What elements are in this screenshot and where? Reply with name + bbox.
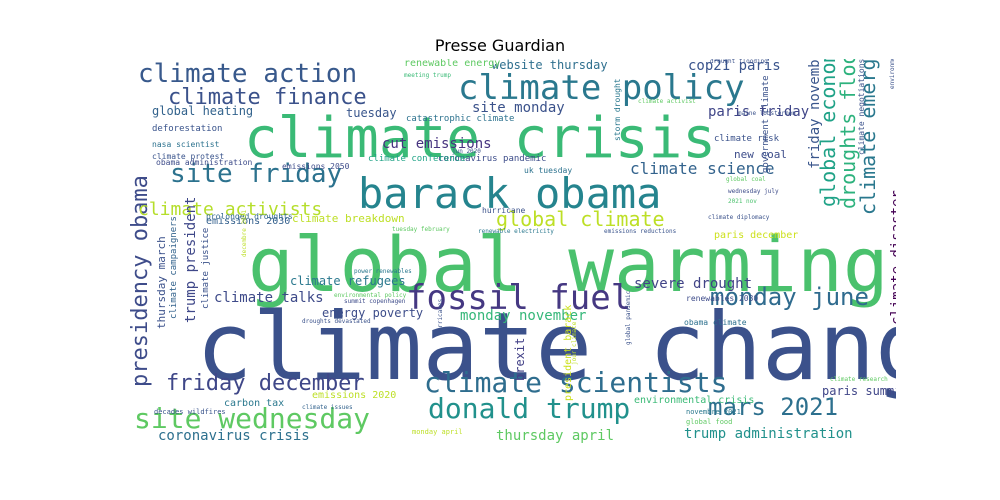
word-friday-november: friday november <box>807 59 823 169</box>
chart-title: Presse Guardian <box>434 36 566 55</box>
word-global-climate: global climate <box>496 207 665 231</box>
word-tuesday: tuesday <box>346 106 397 120</box>
word-mars-2021: mars 2021 <box>708 393 839 421</box>
word-climate-policy: climate policy <box>458 68 745 108</box>
word-climate-protest: climate protest <box>152 152 225 161</box>
word-storm-drought: storm drought <box>613 78 622 141</box>
word-droughts-floods: droughts floods <box>836 59 860 209</box>
word-emissions-2030: emissions 2030 <box>206 216 291 227</box>
word-monday-june: monday june <box>710 283 869 311</box>
word-trump-president: trump president <box>183 196 199 323</box>
word-barack-obama: barack obama <box>358 169 662 218</box>
word-climate-activist: climate activist <box>638 98 696 105</box>
word-climate-finance: climate finance <box>168 85 367 110</box>
word-decades-wildfires: decades wildfires <box>154 408 226 416</box>
word-climate-disaster: climate disaster <box>889 190 896 325</box>
word-2021-nov: 2021 nov <box>728 198 757 205</box>
word-cut-emissions: cut emissions <box>382 136 492 152</box>
word-coronavirus-pandemic: coronavirus pandemic <box>438 154 547 164</box>
word-climate-issues: climate issues <box>302 404 353 411</box>
word-global-heating: global heating <box>152 104 254 118</box>
word-hurricanes: hurricanes <box>437 298 444 335</box>
word-climate-risk: climate risk <box>714 134 780 144</box>
word-monday-november: monday november <box>460 308 587 324</box>
word-emissions-2020: emissions 2020 <box>312 390 397 401</box>
word-website-thursday: website thursday <box>492 59 608 72</box>
word-wednesday-july: wednesday july <box>728 188 779 195</box>
word-climate-refugees: climate refugees <box>290 274 406 288</box>
word-friday-december: friday december <box>166 371 365 396</box>
word-climate-research: climate research <box>830 376 888 383</box>
word-severe-drought: severe drought <box>634 276 753 292</box>
word-global-warming: global warming <box>248 220 889 309</box>
word-catastrophic-climate: catastrophic climate <box>406 114 515 124</box>
word-climate-scientists: climate scientists <box>424 366 728 399</box>
word-thursday-april: thursday april <box>496 428 615 444</box>
word-new-coal: new coal <box>734 148 787 161</box>
word-paris-december: paris december <box>714 230 799 241</box>
word-site-friday: site friday <box>170 159 343 189</box>
word-emissions-2050: emissions 2050 <box>282 162 350 171</box>
word-climate-conference: climate conference <box>368 154 466 164</box>
word-energy-poverty: energy poverty <box>322 306 424 320</box>
word-tuesday-february: tuesday february <box>392 226 450 233</box>
word-site-monday: site monday <box>472 100 565 116</box>
word-maine-lobstermen: maine lobstermen <box>738 110 796 117</box>
word-fossil-fuel: fossil fuel <box>406 278 632 318</box>
word-paris-friday: paris friday <box>708 104 810 120</box>
word-prolonged-droughts: prolonged droughts <box>206 212 293 221</box>
word-environmental-crisis: environmental crisis <box>634 395 755 406</box>
word-droughts-devastated: droughts devastated <box>302 318 371 325</box>
word-climate-negotiations: climate negotiations <box>857 59 866 155</box>
word-environmental-policy: environmental policy <box>334 292 407 299</box>
word-monday-april: monday april <box>412 428 463 436</box>
word-obama-administration: obama administration <box>156 158 253 167</box>
word-cloud: climate changeglobal warming climate cris… <box>126 59 896 456</box>
word-paris-summit: paris summit <box>822 384 896 398</box>
word-trump-administration: trump administration <box>684 426 853 442</box>
word-novembre-2021: novembre 2021 <box>686 408 741 416</box>
word-renewable-electricity: renewable electricity <box>478 228 554 235</box>
word-global-pandemic: global pandemic <box>625 290 632 345</box>
word-environmental-laws: environmental laws <box>889 59 896 89</box>
word-climate-campaigners: climate campaigners <box>169 216 179 319</box>
word-drought-flooding: drought flooding <box>710 59 768 65</box>
word-climate-breakdown: climate breakdown <box>292 212 405 225</box>
word-climate-activists: climate activists <box>138 199 323 220</box>
word-deforestation: deforestation <box>152 124 223 134</box>
word-climate-talks: climate talks <box>214 290 324 306</box>
word-emissions-reductions: emissions reductions <box>604 228 677 235</box>
word-site-wednesday: site wednesday <box>134 402 371 435</box>
word-coronavirus-crisis: coronavirus crisis <box>158 428 310 444</box>
word-government-climate: government climate <box>761 75 771 173</box>
word-climate-science: climate science <box>630 159 775 178</box>
word-climate-action: climate action <box>138 59 358 89</box>
word-cop21-paris: cop21 paris <box>688 59 781 74</box>
word-renewable-energy: renewable energy <box>404 59 501 69</box>
word-decembre-2021: decembre 2021 <box>241 210 248 257</box>
word-brexit: brexit <box>513 337 527 381</box>
word-donald-trump: donald trump <box>428 392 631 425</box>
word-climate-crisis: climate crisis <box>244 106 717 171</box>
word-carbon-tax: carbon tax <box>224 398 285 409</box>
word-renewables-2030: renewables 2030 <box>686 294 759 303</box>
word-meeting-trump: meeting trump <box>404 72 451 79</box>
word-climate-change: climate change <box>196 293 896 402</box>
word-thursday-march: thursday march <box>155 236 168 329</box>
word-obama-climate: obama climate <box>684 318 747 327</box>
word-nasa-scientist: nasa scientist <box>152 140 220 149</box>
word-climate-justice: climate justice <box>201 227 211 309</box>
word-global-coal: global coal <box>726 176 766 183</box>
word-uk-tuesday: uk tuesday <box>524 166 573 175</box>
word-jour-climate: jour climate <box>571 321 578 365</box>
word-summit-copenhagen: summit copenhagen <box>344 298 406 305</box>
word-climate-diplomacy: climate diplomacy <box>708 214 770 221</box>
word-power-renewables: power renewables <box>354 268 412 275</box>
word-jun-2020: jun 2020 <box>452 148 481 155</box>
word-global-food: global food <box>686 418 733 426</box>
word-hurricane: hurricane <box>482 206 526 215</box>
